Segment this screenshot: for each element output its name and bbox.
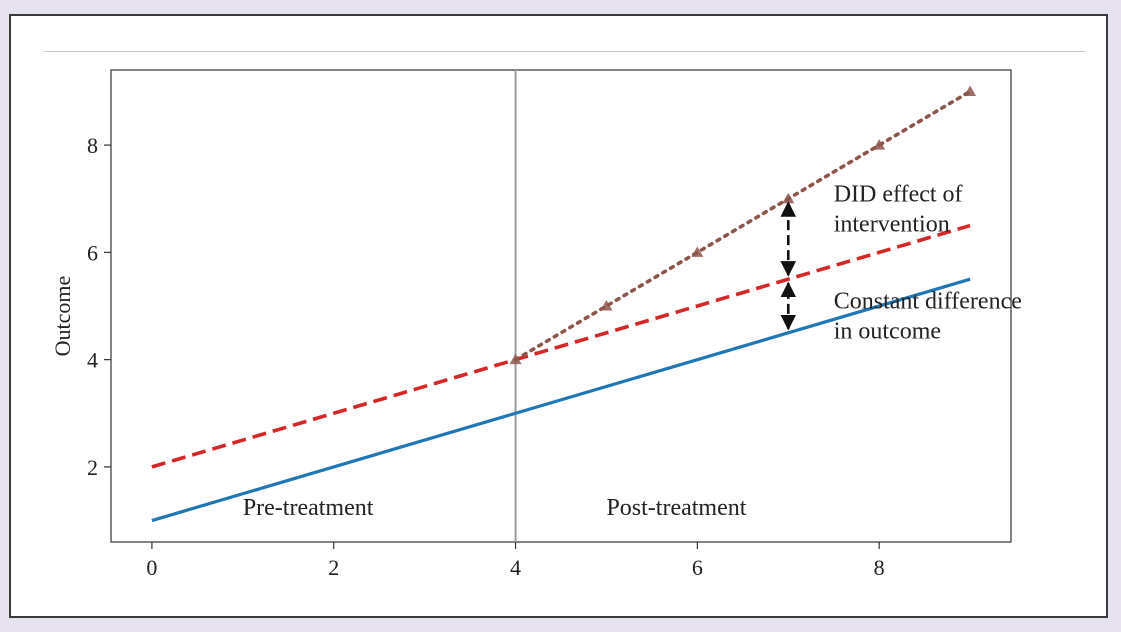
- annotation-layer: DID effect of intervention Constant differ…: [243, 181, 1022, 521]
- x-tick-label: 0: [146, 555, 157, 580]
- figure-frame: [9, 14, 1108, 618]
- series-line-dashed: [151, 223, 971, 469]
- y-tick-label: 6: [87, 240, 98, 265]
- x-tick-label: 2: [328, 555, 339, 580]
- annotation-pre-treatment: Pre-treatment: [243, 495, 374, 521]
- y-axis-label: Outcome: [50, 276, 75, 357]
- plot-area: [110, 69, 1012, 543]
- series-marker: [691, 246, 704, 257]
- y-tick-label: 4: [87, 348, 98, 373]
- annotation-constant-difference: Constant difference in outcome: [834, 289, 1022, 345]
- x-tick-label: 6: [692, 555, 703, 580]
- y-tick-label: 2: [87, 455, 98, 480]
- series-marker: [600, 300, 613, 311]
- series-line-solid: [151, 277, 971, 523]
- y-tick-label: 8: [87, 133, 98, 158]
- annotation-did-effect: DID effect of intervention: [834, 181, 963, 237]
- series-layer: [151, 70, 977, 542]
- x-axis: 0 2 4 6 8: [146, 542, 885, 580]
- y-axis: 2 4 6 8: [87, 133, 111, 480]
- series-marker: [964, 85, 977, 96]
- series-marker: [509, 353, 522, 365]
- top-divider: [44, 51, 1086, 52]
- x-tick-label: 4: [510, 555, 521, 580]
- series-line-dotted: [513, 89, 972, 362]
- x-tick-label: 8: [874, 555, 885, 580]
- series-marker: [782, 192, 795, 204]
- series-marker: [873, 139, 886, 150]
- annotation-post-treatment: Post-treatment: [606, 495, 746, 521]
